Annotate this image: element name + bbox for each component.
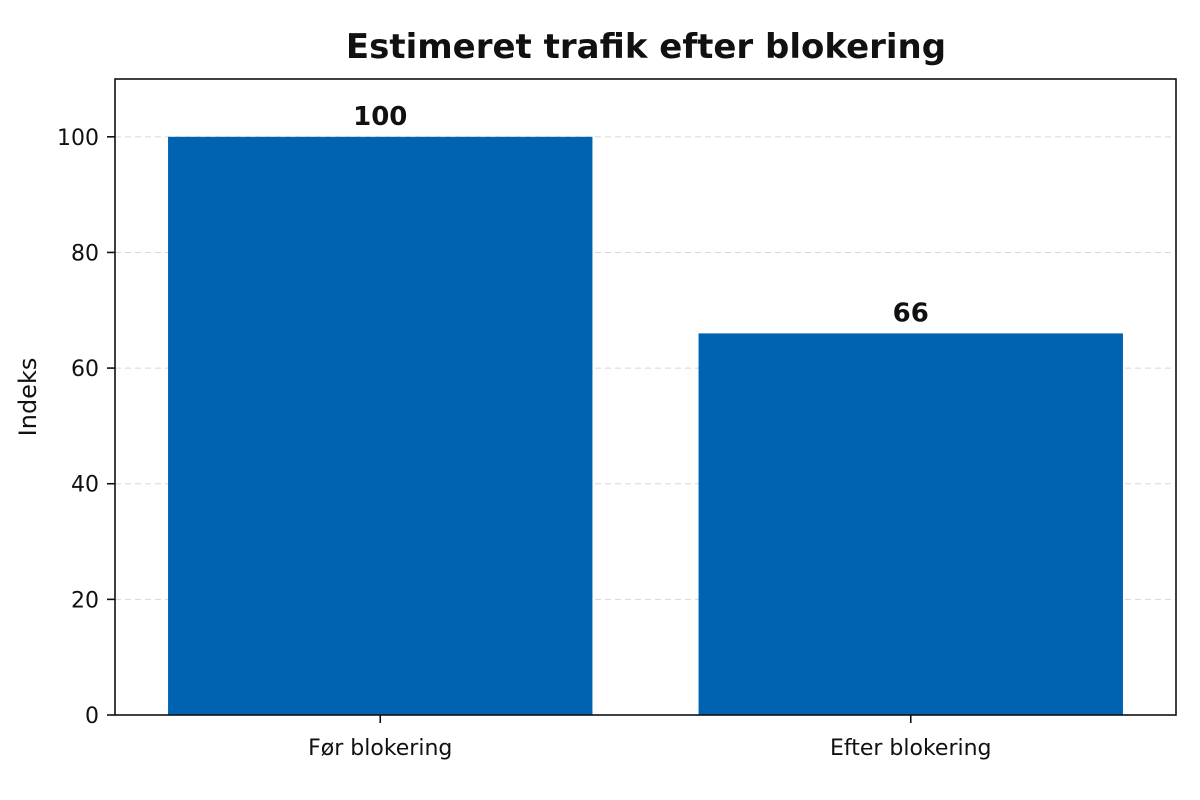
y-tick-label: 20 xyxy=(71,588,99,613)
bar-value-label: 66 xyxy=(893,298,929,328)
label-layer: 0 20 40 60 80 100 100 Før blokering 66 Efter blok… xyxy=(57,102,992,761)
y-tick-label: 40 xyxy=(71,473,99,498)
x-tick-label: Efter blokering xyxy=(830,736,992,761)
bar-value-label: 100 xyxy=(353,102,407,132)
bar xyxy=(698,333,1123,715)
axis-layer xyxy=(107,78,1177,723)
y-tick-label: 60 xyxy=(71,357,99,382)
chart-title: Estimeret trafik efter blokering xyxy=(346,27,946,67)
y-tick-label: 100 xyxy=(57,126,99,151)
y-axis-label: Indeks xyxy=(14,358,42,437)
y-tick-label: 0 xyxy=(85,704,99,729)
plot-frame xyxy=(114,78,1177,716)
x-tick-label: Før blokering xyxy=(308,736,452,761)
y-tick-label: 80 xyxy=(71,241,99,266)
bar-layer xyxy=(168,136,1123,715)
bar xyxy=(168,136,593,715)
